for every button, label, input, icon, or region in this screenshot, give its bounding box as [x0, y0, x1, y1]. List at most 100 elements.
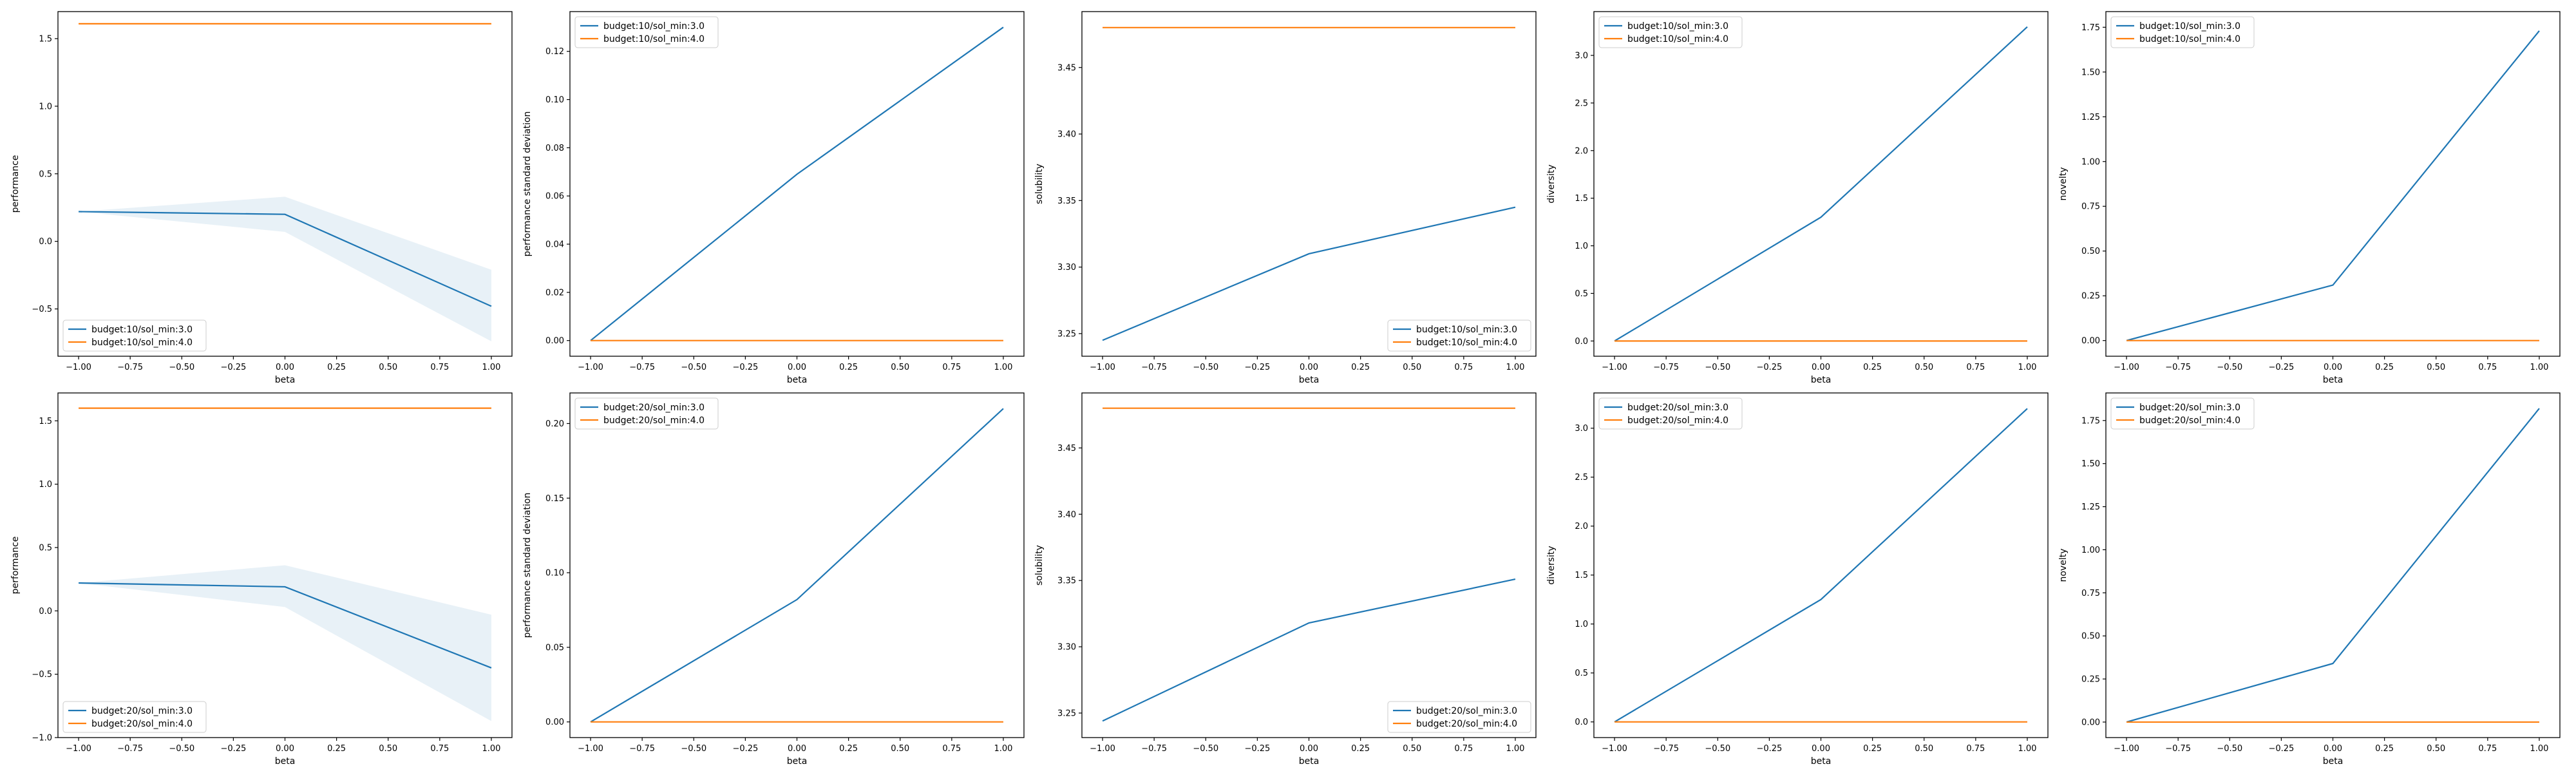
plot-frame [2105, 392, 2561, 738]
y-tick-label: 0.00 [545, 336, 564, 346]
y-axis-label: performance [10, 537, 21, 595]
x-tick-label: 0.50 [1915, 744, 1933, 754]
y-tick-label: 0.20 [545, 419, 564, 429]
x-tick-label: −0.25 [1756, 363, 1782, 372]
x-tick-label: 0.75 [430, 363, 449, 372]
x-tick-label: 0.00 [1812, 363, 1830, 372]
x-tick-label: 1.00 [2530, 744, 2548, 754]
y-tick-label: 3.30 [1057, 643, 1076, 653]
x-axis-label: beta [275, 756, 296, 767]
y-axis-label: solubility [1034, 545, 1045, 586]
legend: budget:10/sol_min:3.0 budget:10/sol_min:4… [1387, 320, 1531, 352]
series-line-1 [590, 26, 1004, 341]
y-tick-label: 0.00 [545, 718, 564, 727]
x-tick-label: −0.25 [1244, 744, 1270, 754]
y-tick-label: 2.0 [1575, 146, 1588, 156]
x-tick-label: −0.75 [1141, 744, 1167, 754]
y-tick-label: 1.50 [2081, 459, 2100, 469]
legend-box [574, 397, 719, 430]
y-tick-label: 0.08 [545, 144, 564, 153]
series-line-1 [1102, 578, 1516, 722]
x-tick-label: 0.75 [1454, 363, 1473, 372]
legend: budget:20/sol_min:3.0 budget:20/sol_min:4… [1598, 397, 1743, 430]
y-tick-label: 2.5 [1575, 99, 1588, 108]
x-tick-label: 1.00 [1506, 744, 1524, 754]
y-tick-label: 0.50 [2081, 247, 2100, 256]
plot-frame [2105, 11, 2561, 357]
x-tick-label: −0.75 [2165, 744, 2191, 754]
subplot-2: −1.00 −0.75 −0.50 −0.25 0.00 0.25 0.50 0.75 1.00… [522, 11, 1025, 385]
y-tick-label: 0.00 [2081, 336, 2100, 346]
legend-label-2: budget:20/sol_min:4.0 [1416, 719, 1517, 729]
y-tick-label: 0.25 [2081, 675, 2100, 685]
subplot-9: −1.00 −0.75 −0.50 −0.25 0.00 0.25 0.50 0.75 1.00… [1546, 392, 2049, 767]
legend-label-2: budget:10/sol_min:4.0 [603, 34, 705, 44]
x-tick-label: −0.50 [2217, 363, 2242, 372]
x-tick-label: 0.50 [379, 744, 397, 754]
x-tick-label: −0.75 [1653, 363, 1679, 372]
x-tick-label: 0.00 [788, 744, 806, 754]
x-tick-label: 1.00 [2018, 744, 2036, 754]
y-tick-label: 1.25 [2081, 113, 2100, 122]
y-axis-label: performance standard deviation [522, 111, 533, 257]
subplot-1: −1.00 −0.75 −0.50 −0.25 0.00 0.25 0.50 0.75 1.00… [10, 11, 513, 385]
plot-frame [569, 11, 1025, 357]
y-tick-label: −0.5 [32, 670, 52, 680]
legend-box [1598, 16, 1743, 48]
x-tick-label: 0.50 [2427, 744, 2445, 754]
legend-box [1387, 701, 1531, 733]
legend-label-2: budget:10/sol_min:4.0 [2139, 34, 2240, 44]
subplot-3: −1.00 −0.75 −0.50 −0.25 0.00 0.25 0.50 0.75 1.00… [1034, 11, 1537, 385]
y-tick-label: 3.25 [1057, 709, 1076, 718]
y-tick-label: 0.5 [39, 169, 52, 179]
legend-label-2: budget:20/sol_min:4.0 [1627, 415, 1728, 426]
x-tick-label: 0.75 [942, 744, 961, 754]
legend: budget:10/sol_min:3.0 budget:10/sol_min:4… [2110, 16, 2255, 48]
y-tick-label: 1.0 [1575, 242, 1588, 251]
x-tick-label: 0.50 [1915, 363, 1933, 372]
x-tick-label: −0.50 [1705, 744, 1730, 754]
legend-box [62, 701, 207, 733]
x-tick-label: 0.00 [276, 363, 294, 372]
x-tick-label: −0.50 [681, 744, 706, 754]
legend-label-1: budget:10/sol_min:3.0 [603, 21, 705, 32]
x-tick-label: 0.25 [327, 363, 346, 372]
x-tick-label: 0.00 [2324, 363, 2342, 372]
subplot-8: −1.00 −0.75 −0.50 −0.25 0.00 0.25 0.50 0.75 1.00… [1034, 392, 1537, 767]
series-line-1 [2126, 30, 2540, 341]
legend-label-2: budget:10/sol_min:4.0 [91, 338, 193, 348]
y-tick-label: 0.15 [545, 494, 564, 504]
legend: budget:20/sol_min:3.0 budget:20/sol_min:4… [62, 701, 207, 733]
y-tick-label: 1.0 [39, 102, 52, 111]
x-tick-label: 1.00 [2018, 363, 2036, 372]
legend-label-2: budget:20/sol_min:4.0 [2139, 415, 2240, 426]
x-tick-label: 0.75 [2478, 363, 2497, 372]
x-tick-label: 1.00 [994, 363, 1012, 372]
y-tick-label: 0.0 [1575, 718, 1588, 727]
y-tick-label: 1.75 [2081, 23, 2100, 33]
series-line-1 [79, 582, 492, 669]
x-tick-label: −1.00 [578, 744, 603, 754]
x-tick-label: 0.00 [788, 363, 806, 372]
plot-frame [1593, 11, 2049, 357]
legend-box [1387, 320, 1531, 352]
y-tick-label: 3.0 [1575, 51, 1588, 61]
x-tick-label: 0.25 [839, 363, 858, 372]
y-axis-label: novelty [2058, 548, 2069, 582]
x-tick-label: 0.25 [1351, 744, 1370, 754]
y-tick-label: 1.25 [2081, 502, 2100, 512]
legend-label-1: budget:20/sol_min:3.0 [1416, 706, 1517, 716]
y-tick-label: 3.0 [1575, 424, 1588, 434]
x-tick-label: −1.00 [1602, 363, 1627, 372]
x-tick-label: 0.75 [1966, 744, 1985, 754]
subplot-4: −1.00 −0.75 −0.50 −0.25 0.00 0.25 0.50 0.75 1.00… [1546, 11, 2049, 385]
series-line-1 [79, 211, 492, 307]
y-tick-label: 3.40 [1057, 510, 1076, 520]
x-tick-label: −0.75 [1141, 363, 1167, 372]
x-tick-label: −0.50 [681, 363, 706, 372]
x-tick-label: 0.25 [1863, 363, 1882, 372]
x-tick-label: 0.75 [1966, 363, 1985, 372]
x-tick-label: −1.00 [2114, 744, 2139, 754]
x-tick-label: 0.75 [2478, 744, 2497, 754]
